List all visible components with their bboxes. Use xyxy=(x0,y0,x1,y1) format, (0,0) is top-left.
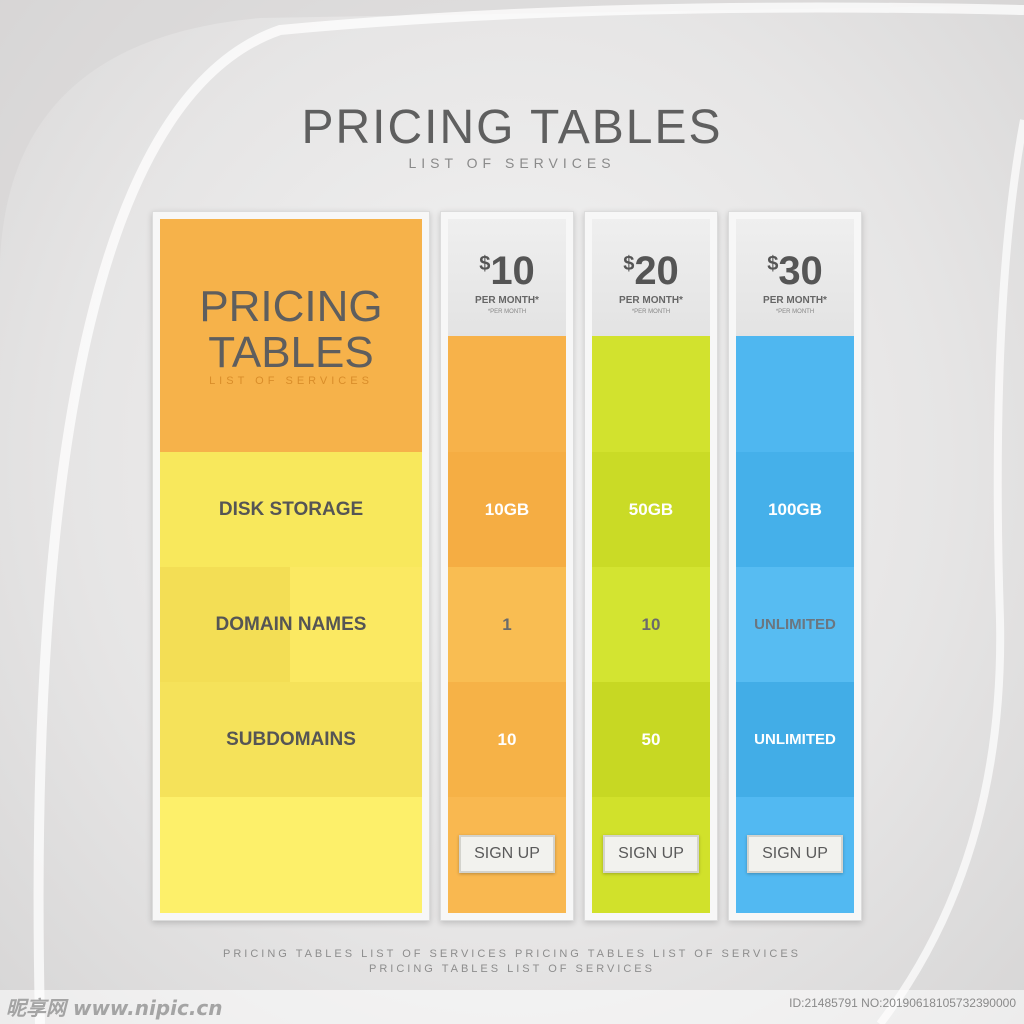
page-subtitle: LIST OF SERVICES xyxy=(408,155,616,171)
plan-1-price: $10 xyxy=(479,249,535,293)
watermark-bar xyxy=(0,990,1024,1024)
plan-3-fineprint: *PER MONTH xyxy=(775,309,815,315)
plan-3-per-month: PER MONTH* xyxy=(763,295,827,306)
plan-3-subdomains: UNLIMITED xyxy=(736,682,854,797)
plan-2-price-header: $20 PER MONTH* *PER MONTH xyxy=(592,219,710,336)
watermark-id: ID:21485791 NO:20190618105732390000 xyxy=(789,996,1016,1010)
plan-2-domain-names: 10 xyxy=(592,567,710,682)
feature-subdomains: SUBDOMAINS xyxy=(160,682,422,797)
feature-title-block xyxy=(160,219,422,452)
plan-1-subdomains: 10 xyxy=(448,682,566,797)
footer-line-2: PRICING TABLES LIST OF SERVICES xyxy=(369,963,655,975)
feature-footer-block xyxy=(160,797,422,913)
plan-2-per-month: PER MONTH* xyxy=(619,295,683,306)
plan-1-disk-storage: 10GB xyxy=(448,452,566,567)
plan-3-disk-storage: 100GB xyxy=(736,452,854,567)
plan-1-domain-names: 1 xyxy=(448,567,566,682)
plan-2-signup-button[interactable]: SIGN UP xyxy=(603,835,699,873)
plan-3-top-block xyxy=(736,336,854,452)
page-title: PRICING TABLES xyxy=(301,101,723,154)
feature-domain-names-highlight xyxy=(290,567,422,682)
watermark-logo: 昵享网 www.nipic.cn xyxy=(6,996,223,1020)
plan-1-price-header: $10 PER MONTH* *PER MONTH xyxy=(448,219,566,336)
plan-2-fineprint: *PER MONTH xyxy=(631,309,671,315)
plan-1-fineprint: *PER MONTH xyxy=(487,309,527,315)
plan-1-top-block xyxy=(448,336,566,452)
plan-1-per-month: PER MONTH* xyxy=(475,295,539,306)
plan-3-domain-names: UNLIMITED xyxy=(736,567,854,682)
plan-3-price: $30 xyxy=(767,249,823,293)
plan-2-top-block xyxy=(592,336,710,452)
plan-1-signup-button[interactable]: SIGN UP xyxy=(459,835,555,873)
plan-2-disk-storage: 50GB xyxy=(592,452,710,567)
feature-title-line2: TABLES xyxy=(208,328,374,377)
plan-2-price: $20 xyxy=(623,249,679,293)
feature-title-subtitle: LIST OF SERVICES xyxy=(209,375,373,387)
feature-disk-storage: DISK STORAGE xyxy=(160,452,422,567)
plan-3-signup-button[interactable]: SIGN UP xyxy=(747,835,843,873)
feature-title-line1: PRICING xyxy=(199,282,383,331)
plan-3-price-header: $30 PER MONTH* *PER MONTH xyxy=(736,219,854,336)
footer-line-1: PRICING TABLES LIST OF SERVICES PRICING … xyxy=(223,948,801,960)
feature-domain-names: DOMAIN NAMES xyxy=(215,613,367,635)
plan-2-subdomains: 50 xyxy=(592,682,710,797)
